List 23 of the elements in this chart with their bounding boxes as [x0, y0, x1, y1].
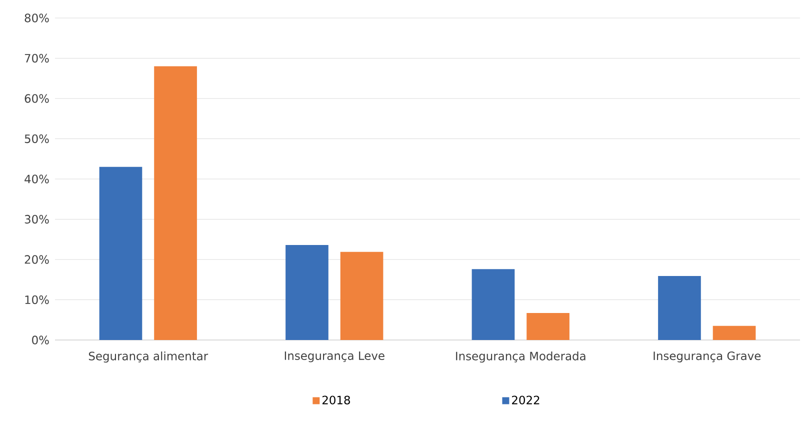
legend-label: 2018	[322, 396, 350, 404]
y-tick-label: 60%	[24, 94, 49, 103]
y-tick-label: 40%	[24, 174, 49, 184]
y-tick-label: 70%	[24, 54, 49, 63]
bar	[472, 269, 515, 340]
y-tick-label: 10%	[25, 295, 49, 304]
bar	[340, 252, 384, 340]
x-tick-label: Insegurança Leve	[284, 352, 384, 362]
bar	[154, 66, 197, 340]
bar	[526, 313, 570, 340]
x-tick-label: Insegurança Grave	[654, 351, 761, 362]
y-tick-label: 0%	[32, 336, 49, 344]
bar	[99, 166, 142, 340]
y-tick-label: 50%	[24, 134, 49, 144]
legend-label: 2022	[512, 396, 540, 404]
y-tick-label: 80%	[24, 14, 49, 22]
y-tick-label: 20%	[24, 255, 49, 264]
x-tick-label: Insegurança Moderada	[456, 351, 586, 363]
bar	[712, 326, 756, 340]
bar	[286, 245, 328, 340]
bar	[658, 276, 701, 340]
x-tick-label: Segurança alimentar	[88, 351, 208, 363]
y-tick-label: 30%	[24, 214, 49, 224]
